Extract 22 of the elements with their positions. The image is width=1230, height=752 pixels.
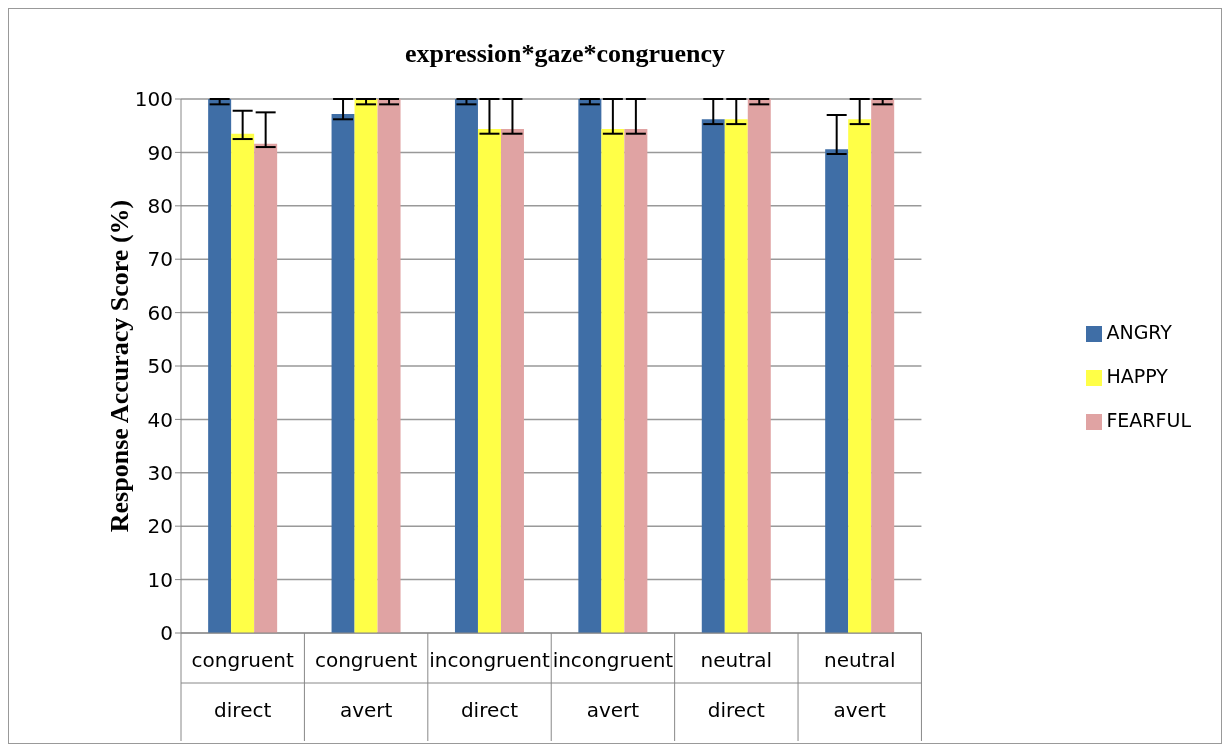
y-tick-label: 30	[147, 460, 173, 485]
y-tick-label: 0	[160, 621, 173, 646]
y-tick-label: 100	[134, 87, 173, 112]
category-label: congruent avert	[314, 648, 418, 722]
category-label: incongruent direct	[429, 648, 550, 722]
y-tick-label: 40	[147, 407, 173, 432]
y-tick-label: 60	[147, 300, 173, 325]
y-axis-title: Response Accuracy Score (%)	[105, 199, 135, 533]
legend-label: HAPPY	[1106, 365, 1168, 387]
y-tick-label: 80	[147, 193, 173, 218]
y-tick-label: 50	[147, 354, 173, 379]
y-tick-label: 10	[147, 567, 173, 592]
legend-label: FEARFUL	[1106, 409, 1191, 431]
y-tick-label: 20	[147, 514, 173, 539]
category-label: congruent direct	[191, 648, 294, 722]
chart-title: expression*gaze*congruency	[403, 39, 727, 69]
y-tick-label: 90	[147, 140, 173, 165]
y-tick-label: 70	[147, 247, 173, 272]
legend-label: ANGRY	[1106, 321, 1172, 343]
category-label: neutral avert	[823, 648, 896, 722]
category-label: incongruent avert	[552, 648, 674, 722]
category-label: neutral direct	[700, 648, 773, 722]
